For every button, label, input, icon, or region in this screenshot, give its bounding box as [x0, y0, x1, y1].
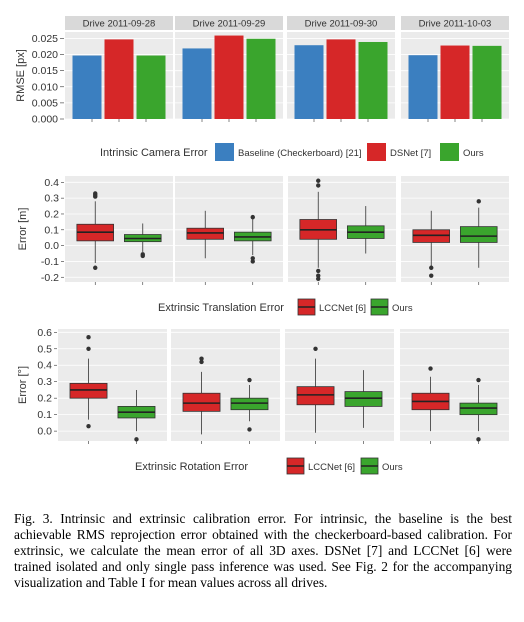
outlier-point [250, 259, 255, 264]
y-tick-label: 0.3 [37, 376, 52, 388]
legend-swatch [440, 143, 459, 161]
legend-title: Extrinsic Translation Error [158, 302, 284, 314]
y-tick-label: 0.000 [32, 114, 58, 126]
outlier-point [316, 183, 321, 188]
y-tick-label: 0.020 [32, 49, 58, 61]
legend-label: Baseline (Checkerboard) [21] [238, 148, 362, 159]
y-tick-label: 0.5 [37, 343, 52, 355]
legend-label: Ours [463, 148, 484, 159]
bar [246, 38, 276, 120]
legend-label: Ours [392, 303, 413, 314]
y-tick-label: 0.025 [32, 33, 58, 45]
outlier-point [86, 423, 91, 429]
outlier-point [93, 191, 98, 196]
facet-strip [401, 16, 509, 30]
outlier-point [476, 199, 481, 204]
legend-label: LCCNet [6] [319, 303, 366, 314]
outlier-point [250, 214, 255, 220]
facet-label: Drive 2011-09-30 [305, 19, 378, 30]
facet-label: Drive 2011-09-29 [193, 19, 266, 30]
outlier-point [428, 366, 433, 371]
bar [326, 39, 356, 119]
outlier-point [429, 265, 434, 270]
facet-strip [65, 16, 173, 30]
box [459, 402, 498, 416]
facet-strip [175, 16, 283, 30]
y-tick-label: 0.3 [44, 193, 59, 205]
bar [472, 45, 502, 119]
y-tick-label: 0.010 [32, 81, 58, 93]
legend-label: DSNet [7] [390, 148, 431, 159]
outlier-point [250, 256, 255, 261]
y-tick-label: 0.0 [44, 240, 59, 252]
outlier-point [316, 276, 321, 282]
y-tick-label: 0.2 [44, 208, 59, 220]
bar [408, 55, 438, 119]
outlier-point [316, 178, 321, 183]
facet-label: Drive 2011-10-03 [419, 19, 492, 30]
box [459, 226, 498, 243]
bar [440, 45, 470, 119]
facet-label: Drive 2011-09-28 [83, 19, 156, 30]
calibration-error-figure: 0.000 0.005 0.010 0.015 0.020 0.025 RMSE [px] D… [15, 16, 509, 475]
plot-panel [171, 329, 280, 441]
figure-caption: Fig. 3. Intrinsic and extrinsic calibrat… [14, 511, 512, 590]
y-tick-label: 0.2 [37, 393, 52, 405]
outlier-point [316, 273, 321, 278]
y-axis-label: Error [m] [17, 208, 29, 251]
bar [72, 55, 102, 119]
outlier-point [476, 377, 481, 383]
outlier-point [86, 335, 91, 340]
y-tick-label: 0.1 [44, 224, 59, 236]
facet-strip [287, 16, 395, 30]
y-tick-label: 0.4 [44, 177, 59, 189]
bar [104, 39, 134, 119]
legend-swatch [367, 143, 386, 161]
outlier-point [93, 265, 98, 270]
legend-title: Extrinsic Rotation Error [135, 461, 248, 473]
outlier-point [316, 268, 321, 274]
outlier-point [429, 273, 434, 278]
box [296, 386, 335, 406]
bar [294, 45, 324, 119]
outlier-point [93, 194, 98, 199]
y-axis-label: RMSE [px] [15, 49, 27, 102]
outlier-point [313, 346, 318, 351]
y-axis-label: Error [°] [17, 366, 29, 404]
outlier-point [476, 437, 481, 442]
y-tick-label: 0.015 [32, 65, 58, 77]
outlier-point [199, 356, 204, 361]
bar [136, 55, 166, 119]
bar [182, 48, 212, 119]
outlier-point [247, 377, 252, 383]
y-tick-label: 0.005 [32, 97, 58, 109]
box [344, 391, 383, 407]
plot-panel [285, 329, 394, 441]
plot-panel [400, 329, 509, 441]
y-tick-label: 0.6 [37, 327, 52, 339]
bar [214, 35, 244, 119]
outlier-point [199, 359, 204, 365]
y-tick-label: -0.2 [41, 272, 59, 284]
legend-swatch [215, 143, 234, 161]
outlier-point [247, 427, 252, 432]
y-tick-label: 0.0 [37, 426, 52, 438]
outlier-point [134, 437, 139, 442]
box [182, 392, 221, 412]
bar [358, 41, 388, 119]
y-tick-label: 0.4 [37, 360, 52, 372]
outlier-point [86, 346, 91, 351]
box [230, 397, 269, 411]
y-tick-label: -0.1 [41, 256, 59, 268]
box [69, 382, 108, 399]
legend-label: LCCNet [6] [308, 462, 355, 473]
y-tick-label: 0.1 [37, 409, 52, 421]
legend-title: Intrinsic Camera Error [100, 147, 208, 159]
legend-label: Ours [382, 462, 403, 473]
outlier-point [140, 253, 145, 259]
